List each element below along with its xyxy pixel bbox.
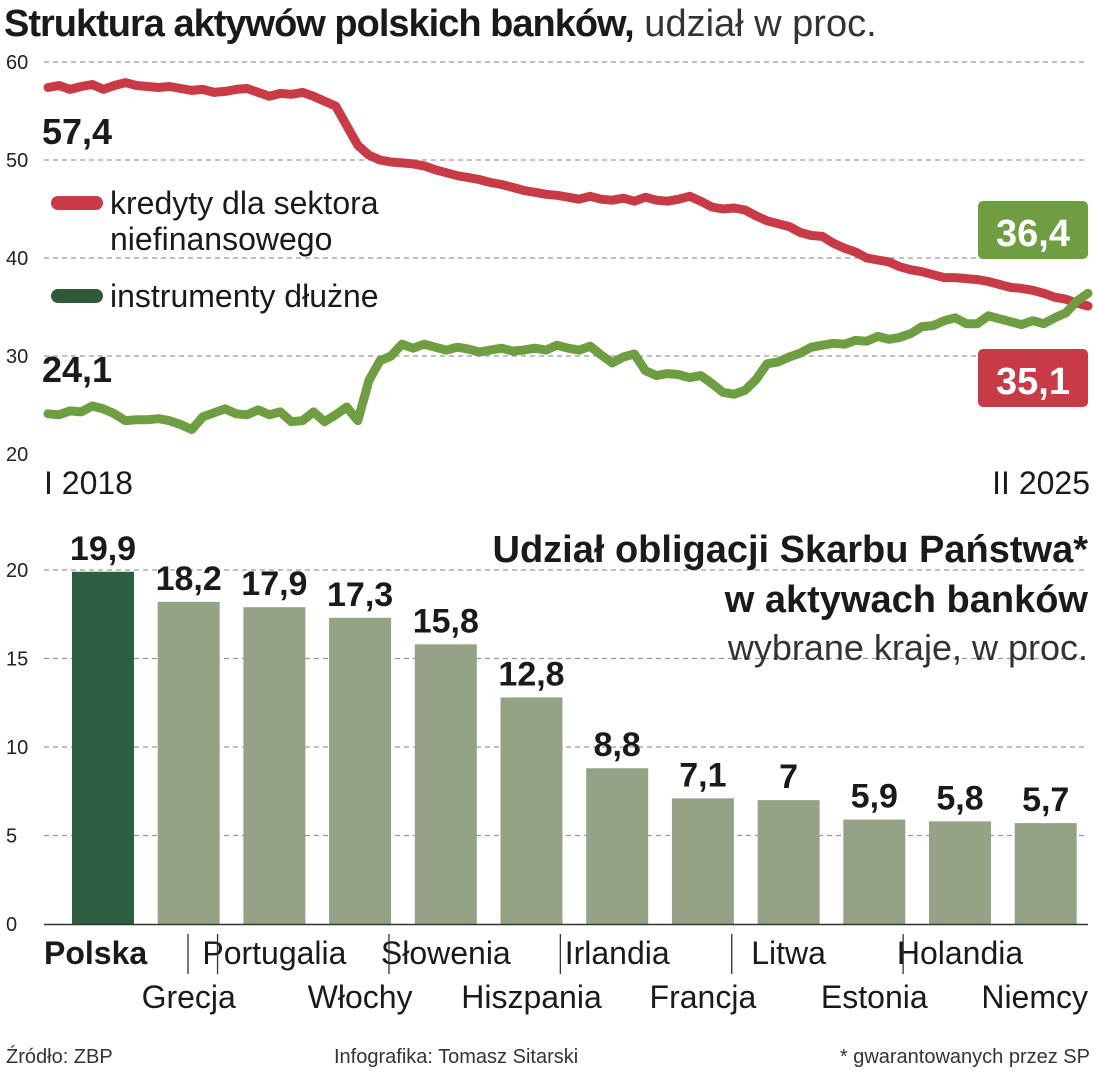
bar-value-label: 7,1 <box>679 756 726 794</box>
bar-y-tick-label: 15 <box>6 649 28 671</box>
line-y-tick-label: 20 <box>6 444 28 466</box>
bar-category-label: Holandia <box>897 935 1024 971</box>
bar-category-label: Hiszpania <box>461 979 602 1015</box>
bar <box>72 571 134 924</box>
bar-category-label: Francja <box>650 979 757 1015</box>
bar-value-label: 5,8 <box>936 779 983 817</box>
bar-y-tick-label: 0 <box>6 914 17 936</box>
bar <box>757 800 820 924</box>
bar-category-label: Niemcy <box>981 979 1088 1015</box>
bar <box>586 768 649 924</box>
bar-value-label: 18,2 <box>156 560 222 598</box>
bar-value-label: 17,9 <box>241 565 307 603</box>
line-y-tick-label: 60 <box>6 52 28 74</box>
chart-title-unit: udział w proc. <box>633 3 877 45</box>
bar <box>671 798 734 924</box>
series-end-label-instrumenty: 36,4 <box>996 213 1070 255</box>
bar-category-label: Polska <box>44 935 147 971</box>
series-start-label-kredyty: 57,4 <box>42 111 112 152</box>
series-line-instrumenty <box>43 288 1093 434</box>
bar-category-label: Litwa <box>751 935 826 971</box>
footer-source: Źródło: ZBP <box>6 1046 113 1068</box>
bar <box>1014 823 1077 924</box>
bar-chart-subtitle: wybrane kraje, w proc. <box>727 627 1088 668</box>
bar-value-label: 7 <box>779 758 798 796</box>
series-end-label-kredyty: 35,1 <box>996 361 1070 403</box>
footer-credit: Infografika: Tomasz Sitarski <box>334 1046 579 1068</box>
bar-chart-title-line2: w aktywach banków <box>724 579 1089 621</box>
chart-title: Struktura aktywów polskich banków, udzia… <box>4 2 877 46</box>
series-end-badge-instrumenty <box>978 201 1088 259</box>
bar-category-label: Estonia <box>821 979 928 1015</box>
bar-category-label: Irlandia <box>565 935 670 971</box>
bar <box>929 821 991 924</box>
bar-y-tick-label: 10 <box>6 737 28 759</box>
series-line-kredyty <box>43 78 1093 311</box>
series-end-badge-kredyty <box>978 349 1088 407</box>
bar-value-label: 17,3 <box>327 576 393 614</box>
legend-label-kredyty-line2: niefinansowego <box>110 221 332 257</box>
bar <box>843 819 906 924</box>
bar <box>500 697 563 924</box>
legend-label-kredyty-line1: kredyty dla sektora <box>110 185 379 221</box>
bar-value-label: 5,9 <box>851 778 898 816</box>
bar <box>243 607 306 924</box>
bar-category-label: Słowenia <box>381 935 511 971</box>
line-x-end-label: II 2025 <box>992 465 1090 501</box>
chart-title-bold: Struktura aktywów polskich banków, <box>4 3 635 45</box>
bar-value-label: 8,8 <box>594 726 641 764</box>
bar-category-label: Grecja <box>142 979 236 1015</box>
line-y-tick-label: 40 <box>6 248 28 270</box>
bar-value-label: 5,7 <box>1022 781 1069 819</box>
bar-value-label: 15,8 <box>413 602 479 640</box>
bar-category-label: Portugalia <box>202 935 346 971</box>
series-start-label-instrumenty: 24,1 <box>42 349 112 390</box>
line-y-tick-label: 30 <box>6 346 28 368</box>
bar <box>157 601 220 924</box>
line-y-tick-label: 50 <box>6 150 28 172</box>
bar-chart-title-line1: Udział obligacji Skarbu Państwa* <box>493 529 1089 571</box>
bar <box>414 644 477 924</box>
bar-value-label: 12,8 <box>498 655 564 693</box>
footer-note: * gwarantowanych przez SP <box>839 1046 1090 1068</box>
legend-label-instrumenty: instrumenty dłużne <box>110 278 379 314</box>
bar <box>329 617 392 924</box>
line-x-start-label: I 2018 <box>44 465 133 501</box>
bar-y-tick-label: 5 <box>6 826 17 848</box>
bar-y-tick-label: 20 <box>6 560 28 582</box>
bar-category-label: Włochy <box>308 979 413 1015</box>
bar-value-label: 19,9 <box>70 530 136 568</box>
